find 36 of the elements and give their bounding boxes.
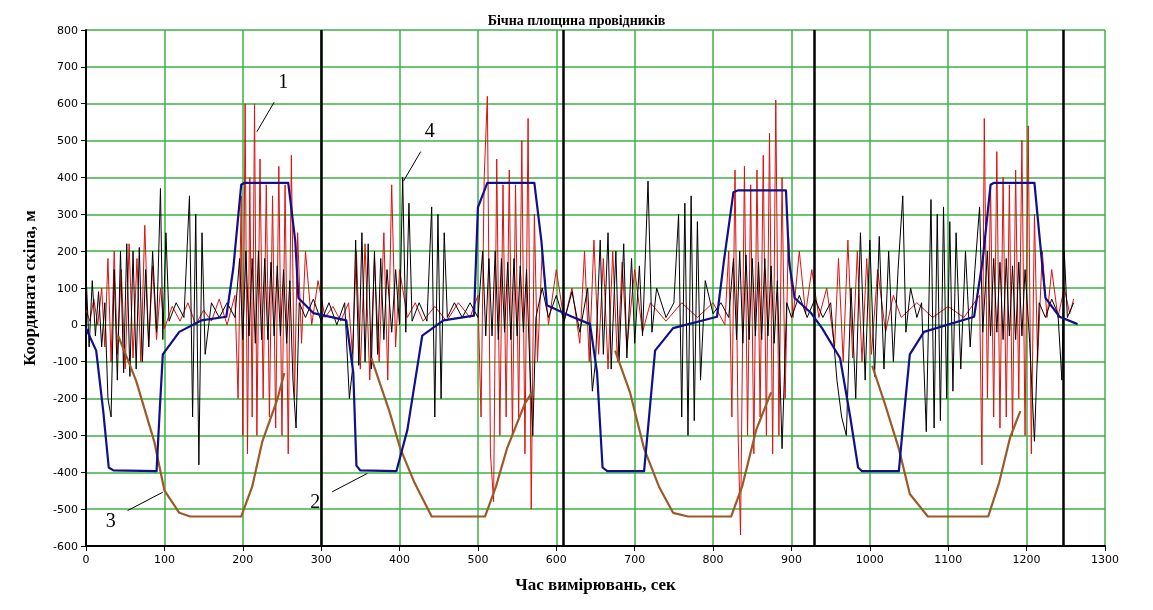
y-tick-label: 0 — [71, 318, 78, 332]
x-tick-label: 700 — [624, 553, 646, 566]
y-tick-label: 200 — [57, 244, 78, 258]
y-tick-label: -300 — [53, 428, 78, 442]
y-tick-label: -100 — [53, 355, 78, 369]
x-tick-label: 1000 — [855, 553, 884, 566]
x-tick-label: 1200 — [1012, 553, 1041, 566]
annotation: 4 — [424, 118, 435, 141]
x-tick-label: 600 — [545, 553, 567, 566]
y-tick-label: -600 — [53, 539, 78, 553]
y-tick-label: -500 — [53, 502, 78, 516]
y-tick-label: -400 — [53, 465, 78, 479]
annotation: 3 — [105, 508, 116, 531]
x-tick-label: 500 — [467, 553, 489, 566]
x-tick-label: 0 — [82, 553, 90, 566]
y-tick-label: 600 — [57, 97, 78, 111]
y-tick-label: 500 — [57, 134, 78, 148]
x-tick-label: 300 — [310, 553, 332, 566]
y-tick-label: -200 — [53, 392, 78, 406]
x-tick-label: 400 — [389, 553, 411, 566]
y-tick-label: 400 — [57, 170, 78, 184]
y-axis-title: Координата скіпа, м — [20, 209, 39, 366]
x-axis-title: Час вимірювань, сек — [515, 575, 676, 594]
y-tick-label: 100 — [57, 281, 78, 295]
x-tick-label: 1300 — [1091, 553, 1119, 566]
x-tick-label: 100 — [153, 553, 175, 566]
annotation: 1 — [278, 69, 289, 92]
chart-title: Бічна площина провідників — [487, 12, 666, 28]
x-tick-label: 200 — [232, 553, 254, 566]
y-tick-label: 300 — [57, 207, 78, 221]
y-tick-label: 800 — [57, 23, 78, 37]
x-tick-label: 1100 — [934, 553, 963, 566]
x-tick-label: 900 — [780, 553, 802, 566]
annotation: 2 — [310, 489, 321, 512]
y-tick-label: 700 — [57, 60, 78, 74]
x-tick-label: 800 — [702, 553, 724, 566]
